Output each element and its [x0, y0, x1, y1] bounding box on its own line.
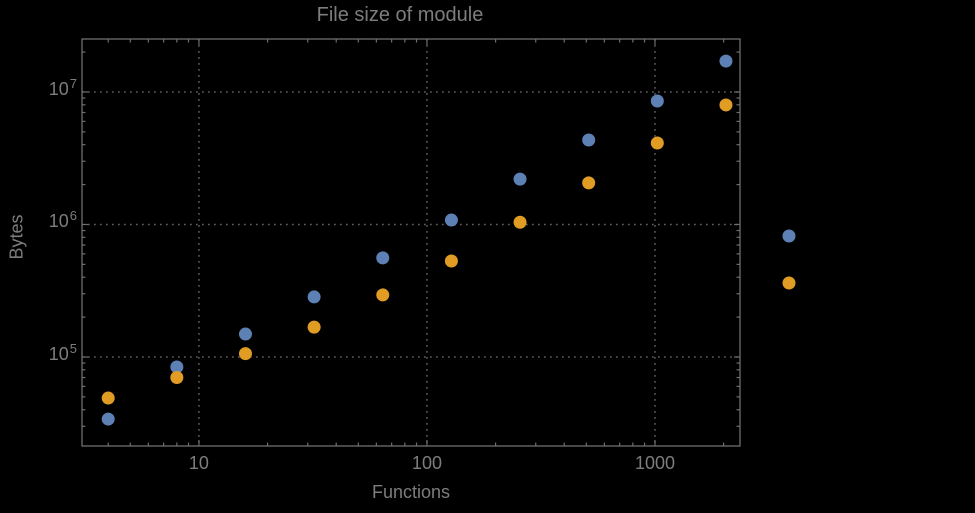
y-tick-mantissa: 10: [48, 343, 69, 364]
data-point-series-2: [101, 391, 115, 405]
data-point-series-2: [719, 98, 733, 112]
data-point-series-1: [719, 54, 733, 68]
plot-title: File size of module: [316, 4, 484, 26]
data-point-series-1: [101, 412, 115, 426]
y-tick-label: 105: [26, 340, 77, 365]
y-tick-mantissa: 10: [48, 211, 69, 232]
x-axis-label: Functions: [371, 482, 451, 502]
x-tick-label: 10: [188, 453, 209, 473]
plot-frame: [81, 38, 741, 447]
data-point-series-2: [170, 371, 184, 385]
y-axis-label: Bytes: [6, 214, 27, 260]
data-point-series-1: [582, 133, 596, 147]
x-tick-label: 1000: [634, 453, 675, 473]
data-point-series-2: [238, 347, 252, 361]
data-point-series-2: [444, 254, 458, 268]
data-point-series-2: [650, 136, 664, 150]
data-point-series-2: [376, 288, 390, 302]
y-tick-exponent: 6: [69, 208, 77, 224]
data-point-series-1: [376, 251, 390, 265]
x-tick-label: 100: [411, 453, 442, 473]
data-point-series-2: [582, 176, 596, 190]
y-tick-exponent: 7: [69, 75, 77, 91]
data-point-series-2: [307, 320, 321, 334]
data-point-series-1: [513, 172, 527, 186]
y-tick-label: 107: [26, 75, 77, 100]
data-point-series-1: [444, 213, 458, 227]
data-point-series-1: [170, 360, 184, 374]
legend-marker-series-2: [782, 276, 796, 290]
y-tick-exponent: 5: [69, 340, 77, 356]
legend-marker-series-1: [782, 229, 796, 243]
y-tick-label: 106: [26, 208, 77, 232]
data-point-series-1: [307, 290, 321, 304]
data-point-series-1: [238, 327, 252, 341]
data-point-series-1: [650, 94, 664, 108]
y-tick-mantissa: 10: [48, 78, 69, 99]
data-point-series-2: [513, 215, 527, 229]
